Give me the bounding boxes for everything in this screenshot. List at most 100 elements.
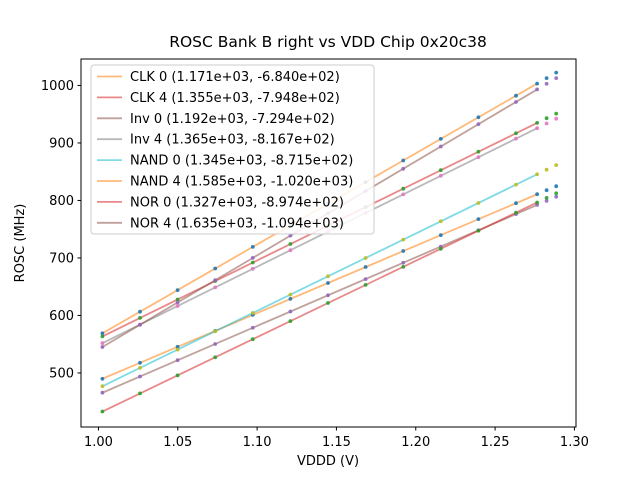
x-tick-label: 1.15 xyxy=(322,435,351,450)
data-point xyxy=(100,384,105,389)
y-tick-label: 900 xyxy=(49,136,74,151)
data-point xyxy=(100,334,105,339)
data-point xyxy=(401,249,406,253)
x-tick-label: 1.10 xyxy=(243,435,272,450)
data-point xyxy=(438,233,443,238)
data-point xyxy=(213,285,218,290)
data-point xyxy=(438,168,443,173)
data-point xyxy=(554,70,559,75)
data-point xyxy=(514,201,518,206)
legend-entry: Inv 0 (1.192e+03, -7.294e+02) xyxy=(97,112,335,127)
fit-line xyxy=(101,127,539,345)
data-point xyxy=(514,136,518,141)
data-point xyxy=(401,260,406,265)
x-tick-label: 1.00 xyxy=(84,435,113,450)
fit-line xyxy=(101,204,539,394)
legend-entry-label: CLK 4 (1.355e+03, -7.948e+02) xyxy=(130,91,340,106)
data-point xyxy=(100,341,105,346)
data-point xyxy=(288,319,293,323)
data-point xyxy=(514,131,518,136)
legend-entry: Inv 4 (1.365e+03, -8.167e+02) xyxy=(97,133,335,148)
data-point xyxy=(363,277,368,281)
data-point xyxy=(535,126,539,131)
data-point xyxy=(175,344,180,349)
data-point xyxy=(476,217,481,222)
data-point xyxy=(535,200,539,205)
data-point xyxy=(138,309,142,314)
y-tick-label: 800 xyxy=(49,194,74,209)
legend-box xyxy=(90,64,375,235)
data-point xyxy=(554,116,559,121)
legend-entry-label: NOR 0 (1.327e+03, -8.974e+02) xyxy=(130,195,344,210)
legend-entry-label: Inv 4 (1.365e+03, -8.167e+02) xyxy=(130,133,335,148)
legend-entry: CLK 4 (1.355e+03, -7.948e+02) xyxy=(97,91,340,106)
data-point xyxy=(250,311,255,315)
data-point xyxy=(544,76,549,80)
data-point xyxy=(288,248,293,253)
data-point xyxy=(476,201,481,205)
data-point xyxy=(438,219,443,224)
data-point xyxy=(250,337,255,342)
data-point xyxy=(476,149,481,154)
data-point xyxy=(175,347,180,352)
x-tick-label: 1.25 xyxy=(481,435,510,450)
fit-line xyxy=(101,193,539,380)
data-point xyxy=(544,121,549,126)
data-point xyxy=(554,194,559,199)
data-point xyxy=(401,192,406,197)
data-point xyxy=(544,188,549,193)
data-point xyxy=(476,228,481,233)
series-nand-0 xyxy=(100,163,559,389)
legend: CLK 0 (1.171e+03, -6.840e+02) CLK 4 (1.35… xyxy=(90,64,375,235)
data-point xyxy=(138,316,142,320)
data-point xyxy=(213,329,218,334)
data-point xyxy=(438,246,443,251)
data-point xyxy=(213,266,218,271)
data-point xyxy=(514,93,518,98)
data-point xyxy=(476,115,481,120)
data-point xyxy=(438,137,443,141)
data-point xyxy=(544,116,549,121)
data-point xyxy=(401,158,406,163)
y-axis-label: ROSC (MHz) xyxy=(13,204,28,283)
data-point xyxy=(288,292,293,297)
data-point xyxy=(288,297,293,301)
legend-entry-label: CLK 0 (1.171e+03, -6.840e+02) xyxy=(130,70,340,85)
plot-border xyxy=(80,58,577,428)
data-point xyxy=(438,173,443,178)
x-axis-label: VDDD (V) xyxy=(297,454,359,469)
data-point xyxy=(401,166,406,171)
data-point xyxy=(535,172,539,177)
data-point xyxy=(138,322,142,327)
data-point xyxy=(213,278,218,283)
series-nor-0 xyxy=(100,191,559,414)
data-point xyxy=(363,283,368,287)
data-point xyxy=(544,199,549,203)
data-point xyxy=(326,281,330,285)
data-point xyxy=(554,76,559,80)
data-point xyxy=(363,265,368,269)
data-point xyxy=(250,266,255,271)
data-point xyxy=(100,409,105,414)
y-tick-label: 1000 xyxy=(41,79,74,94)
legend-entry: NAND 4 (1.585e+03, -1.020e+03) xyxy=(97,175,353,190)
x-tick-label: 1.20 xyxy=(401,435,430,450)
data-point xyxy=(554,191,559,196)
data-point xyxy=(476,155,481,160)
data-point xyxy=(250,245,255,249)
legend-entry-label: NAND 4 (1.585e+03, -1.020e+03) xyxy=(130,175,353,190)
data-point xyxy=(401,265,406,269)
data-point xyxy=(250,260,255,265)
data-point xyxy=(554,184,559,189)
legend-entry-label: NOR 4 (1.635e+03, -1.094e+03) xyxy=(130,216,344,231)
data-point xyxy=(138,374,142,379)
data-point xyxy=(544,81,549,86)
legend-entry: CLK 0 (1.171e+03, -6.840e+02) xyxy=(97,70,340,85)
data-point xyxy=(326,274,330,279)
data-point xyxy=(288,233,293,238)
data-point xyxy=(554,163,559,168)
data-point xyxy=(514,210,518,215)
data-point xyxy=(138,391,142,396)
data-point xyxy=(438,144,443,149)
